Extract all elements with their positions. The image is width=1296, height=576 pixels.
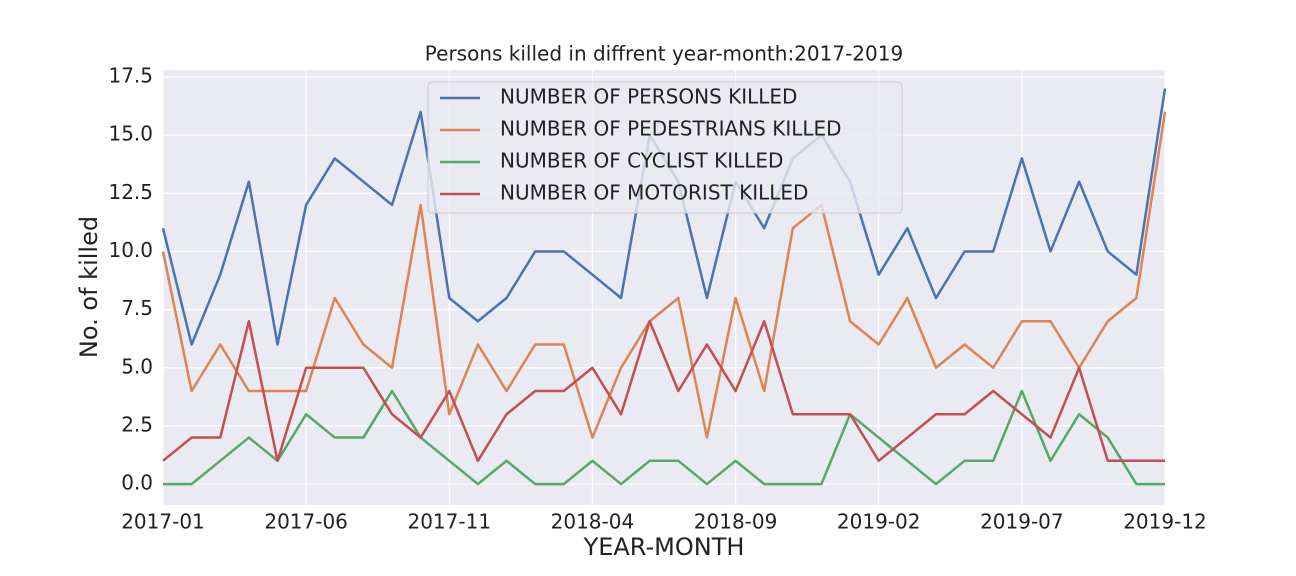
y-tick-label: 7.5	[121, 296, 153, 320]
x-tick-label: 2019-12	[1123, 510, 1207, 534]
y-tick-label: 0.0	[121, 471, 153, 495]
x-axis-label: YEAR-MONTH	[583, 533, 745, 561]
x-tick-label: 2017-01	[121, 510, 205, 534]
series-line	[161, 111, 1167, 439]
legend-label: NUMBER OF CYCLIST KILLED	[500, 149, 783, 173]
y-tick-label: 2.5	[121, 412, 153, 436]
series-line	[163, 389, 1165, 486]
y-axis-label: No. of killed	[75, 216, 103, 358]
series-line	[162, 319, 1165, 463]
x-tick-label: 2017-11	[407, 510, 491, 534]
y-tick-label: 10.0	[108, 238, 153, 262]
x-tick-label: 2019-02	[837, 510, 921, 534]
y-tick-label: 12.5	[108, 180, 153, 204]
legend-label: NUMBER OF MOTORIST KILLED	[500, 181, 808, 205]
x-tick-label: 2017-06	[264, 510, 348, 534]
legend-label: NUMBER OF PERSONS KILLED	[500, 85, 797, 109]
x-tick-label: 2019-07	[980, 510, 1064, 534]
legend-box	[427, 81, 903, 214]
y-tick-label: 17.5	[108, 63, 153, 87]
legend-label: NUMBER OF PEDESTRIANS KILLED	[500, 117, 842, 141]
chart-title: Persons killed in diffrent year-month:20…	[425, 42, 903, 66]
y-tick-label: 15.0	[108, 122, 153, 146]
y-tick-label: 5.0	[121, 354, 153, 378]
x-tick-label: 2018-09	[694, 510, 778, 534]
x-tick-label: 2018-04	[551, 510, 635, 534]
